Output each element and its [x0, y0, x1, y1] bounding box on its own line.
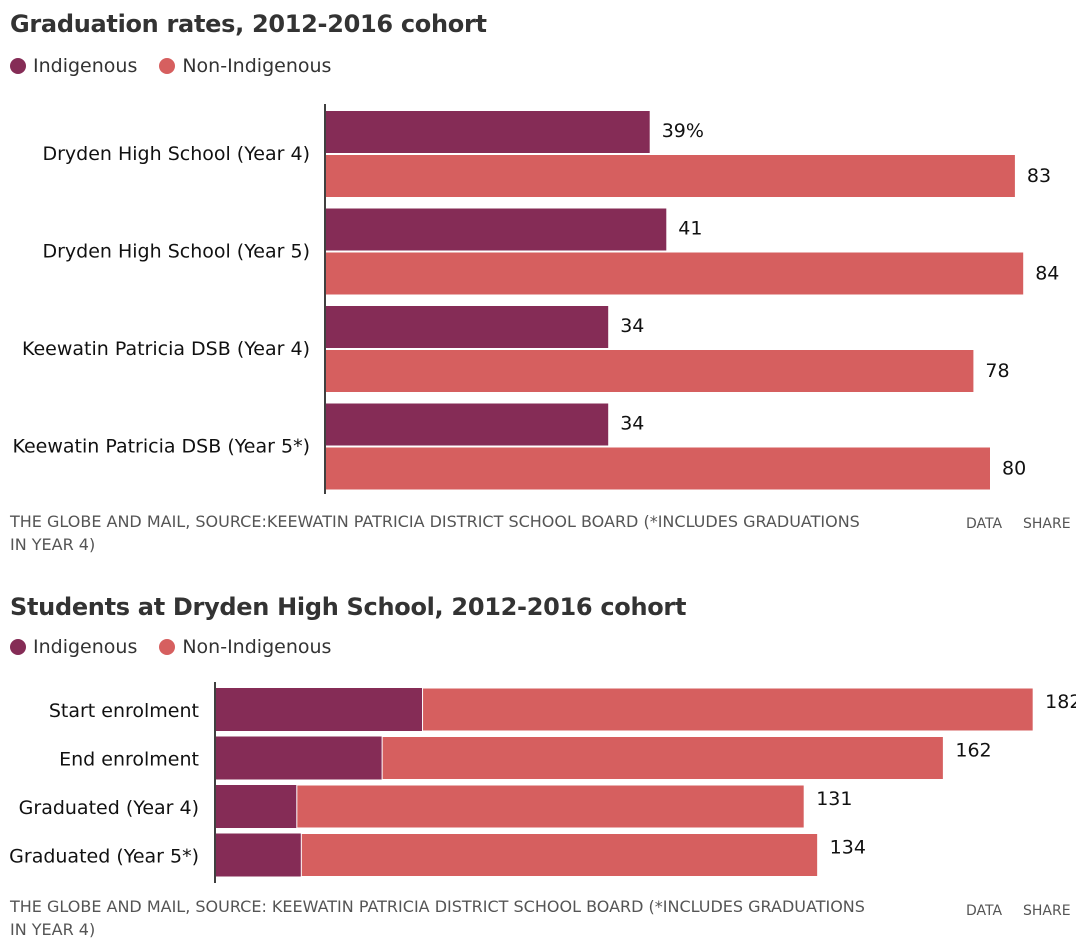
chart2-total-label: 134: [830, 837, 866, 859]
chart1-value-label: 78: [985, 360, 1009, 382]
chart1-category-label: Keewatin Patricia DSB (Year 5*): [12, 436, 310, 458]
chart1-bar: [326, 306, 609, 348]
chart1-value-label: 34: [620, 315, 644, 337]
chart1-bar: [326, 111, 650, 153]
legend-item-indigenous: Indigenous: [10, 636, 137, 658]
chart1-value-label: 83: [1027, 165, 1051, 187]
chart2-total-label: 182: [1045, 691, 1076, 713]
legend-swatch-indigenous: [10, 639, 26, 655]
chart2-category-label: Graduated (Year 5*): [9, 846, 199, 868]
chart2-bar-segment: [300, 833, 819, 877]
chart1-value-label: 84: [1035, 263, 1059, 285]
chart2-bar-segment: [296, 784, 805, 829]
chart2-share-button[interactable]: SHARE: [1023, 903, 1071, 919]
chart1-bar: [326, 252, 1024, 295]
chart2-bar-segment: [381, 736, 944, 780]
legend-swatch-non-indigenous: [159, 639, 176, 655]
chart1-share-button[interactable]: SHARE: [1023, 516, 1071, 532]
chart2-bar-segment: [422, 687, 1034, 732]
chart2-category-label: Graduated (Year 4): [19, 797, 199, 819]
chart1-category-label: Keewatin Patricia DSB (Year 4): [22, 338, 310, 360]
chart1-value-label: 39%: [662, 120, 704, 142]
chart1-bar: [326, 447, 990, 490]
legend-swatch-non-indigenous: [159, 58, 176, 74]
legend-label-non-indigenous: Non-Indigenous: [182, 55, 332, 77]
chart1-value-label: 80: [1002, 458, 1026, 480]
chart2-category-label: End enrolment: [59, 749, 199, 771]
chart1-bar: [326, 403, 609, 446]
chart2-legend: Indigenous Non-Indigenous: [10, 636, 353, 658]
chart1-data-button[interactable]: DATA: [966, 516, 1003, 532]
chart1-category-label: Dryden High School (Year 4): [42, 143, 310, 165]
chart2-data-button[interactable]: DATA: [966, 903, 1003, 919]
legend-item-indigenous: Indigenous: [10, 55, 137, 77]
chart1-category-label: Dryden High School (Year 5): [42, 241, 310, 263]
chart1-title: Graduation rates, 2012-2016 cohort: [10, 10, 487, 38]
chart2-plot: Start enrolment 182 End enrolment 162 Gradua…: [9, 682, 1076, 883]
chart1-legend: Indigenous Non-Indigenous: [10, 55, 353, 77]
legend-label-indigenous: Indigenous: [33, 636, 138, 658]
chart2-total-label: 162: [955, 740, 991, 762]
legend-item-non-indigenous: Non-Indigenous: [159, 55, 331, 77]
chart2-bar-segment: [216, 736, 383, 780]
legend-swatch-indigenous: [10, 58, 26, 74]
chart1-plot: Dryden High School (Year 4) 39% 83 Dryden H…: [12, 104, 1059, 494]
legend-label-indigenous: Indigenous: [33, 55, 138, 77]
chart2-source: THE GLOBE AND MAIL, SOURCE: KEEWATIN PAT…: [10, 897, 865, 939]
chart1-source: THE GLOBE AND MAIL, SOURCE:KEEWATIN PATR…: [10, 512, 860, 554]
chart2-category-label: Start enrolment: [49, 700, 199, 722]
chart1-value-label: 34: [620, 413, 644, 435]
chart1-bar: [326, 155, 1015, 197]
chart2-bar-segment: [216, 785, 297, 828]
chart1-bar: [326, 350, 974, 392]
legend-item-non-indigenous: Non-Indigenous: [159, 636, 331, 658]
chart1-bar: [326, 208, 667, 251]
legend-label-non-indigenous: Non-Indigenous: [182, 636, 332, 658]
chart1-value-label: 41: [678, 218, 702, 240]
chart2-bar-segment: [216, 833, 302, 877]
chart2-bar-segment: [216, 688, 423, 731]
chart2-title: Students at Dryden High School, 2012-201…: [10, 593, 687, 621]
chart2-total-label: 131: [816, 788, 852, 810]
